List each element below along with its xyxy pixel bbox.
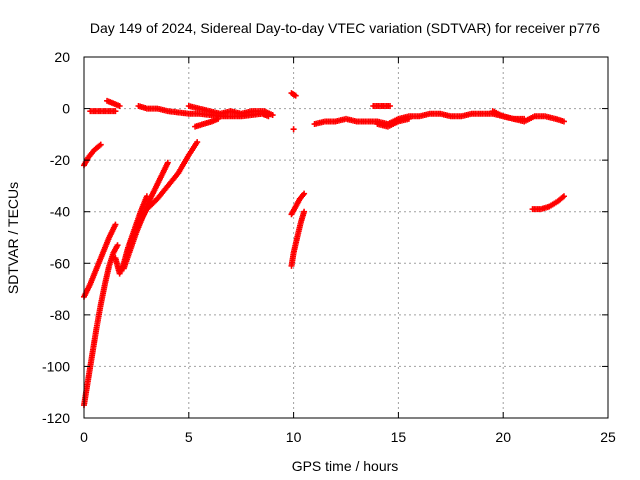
y-tick-label: 0 <box>62 101 70 117</box>
y-axis-label: SDTVAR / TECUs <box>5 182 21 294</box>
series-arc-t <box>529 193 567 213</box>
data-point <box>560 118 567 125</box>
data-points <box>81 90 567 409</box>
data-point <box>112 221 119 228</box>
series-arc-h <box>127 139 201 246</box>
series-arc-d <box>81 221 119 300</box>
y-tick-label: -100 <box>42 358 70 374</box>
series-arc-a <box>81 141 104 169</box>
series-arc-b <box>87 108 119 115</box>
y-tick-labels: -120 -100 -80 -60 -40 -20 0 20 <box>42 49 70 426</box>
data-point <box>114 242 121 249</box>
data-point <box>292 92 299 99</box>
series-arc-o <box>288 208 308 269</box>
x-axis-label: GPS time / hours <box>292 458 399 474</box>
data-point <box>164 159 171 166</box>
x-tick-label: 25 <box>600 429 616 445</box>
series-arc-q <box>374 115 412 130</box>
y-tick-label: -20 <box>50 152 70 168</box>
chart-title: Day 149 of 2024, Sidereal Day-to-day VTE… <box>90 20 600 36</box>
x-tick-label: 15 <box>391 429 407 445</box>
series-arc-k <box>192 115 222 130</box>
data-point <box>290 126 297 133</box>
series-arc-r <box>370 102 394 109</box>
data-point <box>112 108 119 115</box>
y-tick-label: -80 <box>50 307 70 323</box>
data-point <box>301 190 308 197</box>
data-point <box>560 193 567 200</box>
x-tick-label: 20 <box>495 429 511 445</box>
data-point <box>405 115 412 122</box>
y-tick-label: 20 <box>54 49 70 65</box>
data-point <box>194 139 201 146</box>
data-point <box>269 112 276 119</box>
x-tick-labels: 0 5 10 15 20 25 <box>80 429 616 445</box>
data-point <box>97 141 104 148</box>
axis-ticks <box>83 56 609 419</box>
series-arc-m <box>290 126 297 133</box>
data-point <box>387 102 394 109</box>
x-tick-label: 5 <box>185 429 193 445</box>
plot-frame <box>83 56 609 419</box>
y-tick-label: -40 <box>50 204 70 220</box>
data-point <box>215 115 222 122</box>
x-tick-label: 0 <box>80 429 88 445</box>
series-arc-j <box>185 102 276 119</box>
y-tick-label: -120 <box>42 410 70 426</box>
data-point <box>116 102 123 109</box>
series-arc-n <box>288 190 308 218</box>
data-point <box>301 208 308 215</box>
series-arc-l <box>288 90 299 99</box>
series-arc-s <box>489 108 567 125</box>
x-tick-label: 10 <box>286 429 302 445</box>
y-tick-label: -60 <box>50 255 70 271</box>
series-arc-e <box>81 242 121 409</box>
series-arc-c <box>104 97 123 109</box>
